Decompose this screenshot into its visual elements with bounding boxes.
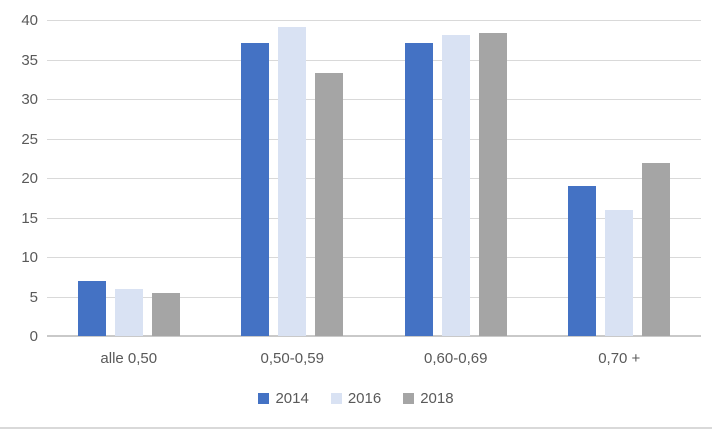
bar-2018-alle-0-50 (151, 293, 180, 336)
legend-label: 2016 (347, 390, 382, 407)
bar-2016-0-50-0-59 (278, 27, 307, 336)
bar-2016-0-70- (605, 209, 634, 336)
gridline (47, 138, 701, 140)
bar-2014-0-70- (568, 185, 597, 336)
bar-2016-alle-0-50 (114, 288, 143, 336)
legend-swatch-icon (330, 393, 342, 404)
legend-swatch-icon (258, 393, 270, 404)
bar-2018-0-50-0-59 (315, 72, 344, 336)
y-axis-tick-label: 0 (29, 328, 38, 345)
bar-2016-0-60-0-69 (441, 35, 470, 336)
gridline (47, 257, 701, 258)
gridline (47, 296, 701, 298)
x-axis-line (47, 335, 701, 337)
y-axis-tick-label: 25 (21, 130, 38, 148)
x-axis-category-label: alle 0,50 (100, 350, 158, 367)
legend-swatch-icon (403, 393, 415, 404)
bar-2018-0-60-0-69 (478, 33, 507, 336)
y-axis-tick-label: 30 (21, 91, 38, 108)
gridline (47, 217, 701, 219)
y-axis-tick-label: 15 (21, 209, 38, 227)
y-axis-tick-label: 35 (21, 51, 38, 69)
y-axis-tick-label: 40 (21, 12, 38, 29)
legend-item-2014: 2014 (258, 390, 309, 407)
gridline (47, 59, 701, 61)
bar-2014-alle-0-50 (77, 280, 106, 336)
legend: 2014 2016 2018 (0, 390, 712, 407)
legend-label: 2014 (275, 390, 309, 407)
gridline (47, 20, 701, 21)
y-axis-tick-label: 20 (21, 170, 38, 187)
plot-area (47, 20, 701, 337)
bar-2018-0-70- (642, 163, 671, 336)
gridline (47, 178, 701, 179)
y-axis-tick-label: 5 (29, 288, 38, 306)
bar-2014-0-60-0-69 (404, 42, 433, 336)
x-axis-category-label: 0,70 + (598, 350, 641, 367)
gridline (47, 99, 701, 100)
x-axis-category-label: 0,50-0,59 (260, 350, 324, 367)
x-axis-category-label: 0,60-0,69 (424, 350, 488, 367)
legend-item-2018: 2018 (403, 390, 454, 407)
legend-item-2016: 2016 (330, 390, 382, 407)
bar-2014-0-50-0-59 (241, 42, 270, 336)
y-axis-tick-label: 10 (21, 249, 38, 266)
legend-label: 2018 (420, 390, 454, 407)
